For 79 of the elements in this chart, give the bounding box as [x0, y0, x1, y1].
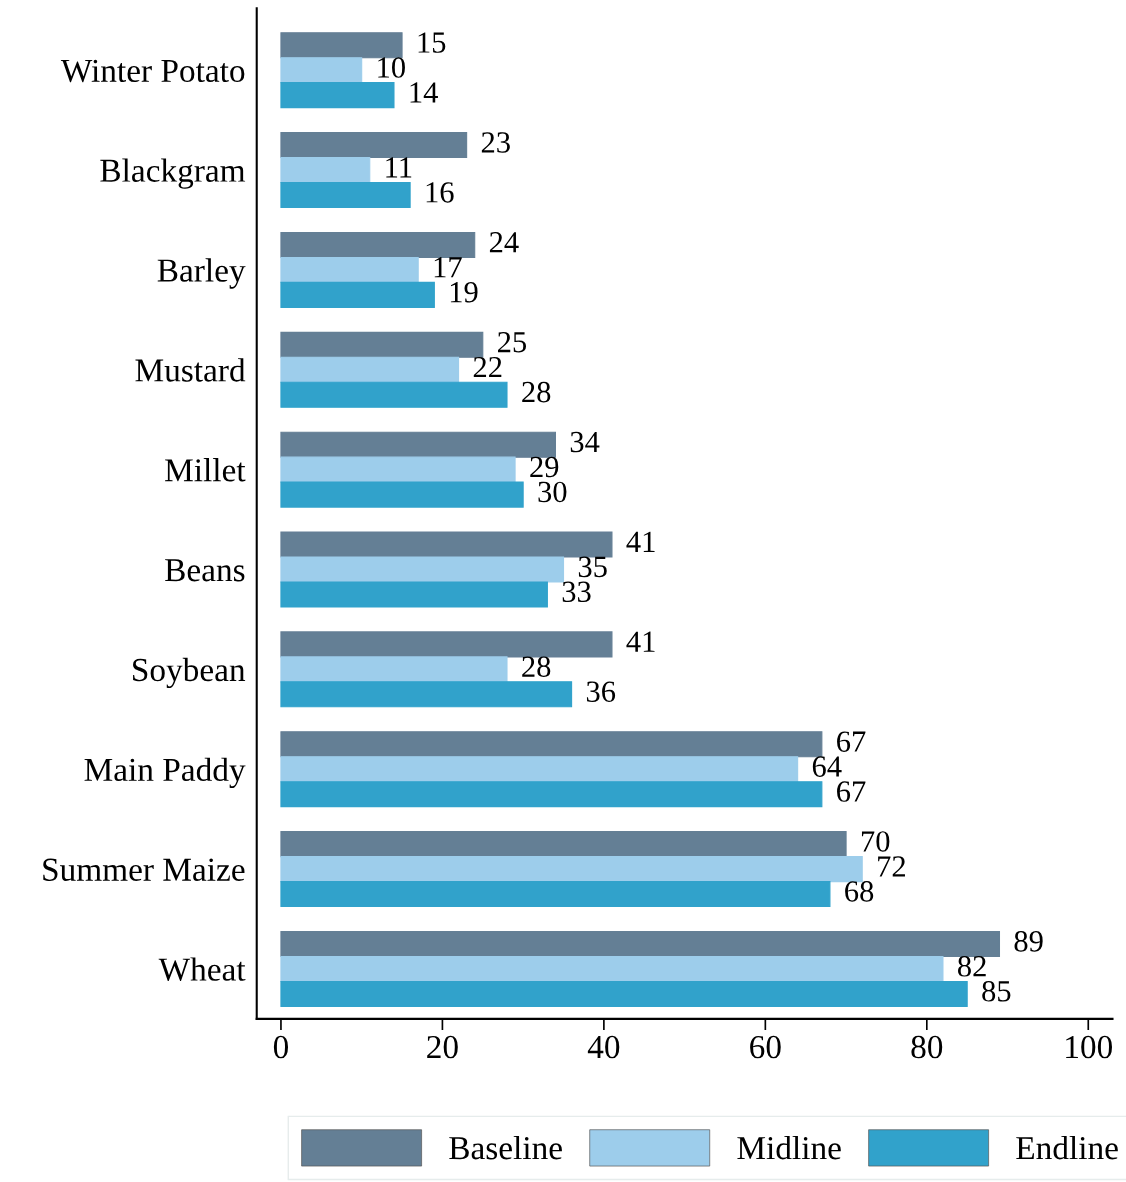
bar: [280, 32, 403, 59]
data-label: 70: [861, 831, 890, 852]
x-tick-label: 20: [427, 1035, 458, 1059]
data-label: 33: [562, 581, 591, 603]
bar: [280, 930, 1001, 958]
bar: [280, 157, 371, 184]
legend-label: Baseline: [449, 1135, 562, 1160]
y-tick-label: Barley: [157, 258, 246, 289]
bar: [280, 381, 508, 408]
bar: [280, 531, 613, 558]
y-tick-label: Soybean: [133, 657, 246, 689]
bar: [280, 82, 395, 109]
x-tick-label: 100: [1066, 1035, 1112, 1059]
bar: [280, 756, 799, 783]
data-label: 29: [530, 456, 559, 478]
data-label: 30: [538, 481, 567, 503]
bar: [280, 356, 460, 383]
bar: [280, 955, 944, 982]
y-tick-label: Beans: [165, 559, 245, 582]
data-label: 89: [1014, 931, 1043, 952]
data-label: 41: [626, 531, 655, 552]
data-label: 67: [837, 781, 866, 802]
data-label: 25: [498, 331, 527, 353]
bar: [280, 656, 508, 683]
data-label: 82: [958, 955, 986, 977]
data-label: 16: [426, 182, 454, 203]
x-tick-label: 0: [273, 1035, 289, 1059]
bar: [280, 431, 556, 458]
bar: [280, 581, 548, 608]
bar: [280, 881, 831, 908]
bar: [280, 481, 524, 508]
bar: [280, 681, 573, 708]
bar: [280, 631, 613, 658]
data-label: 41: [626, 631, 655, 652]
bar: [280, 980, 968, 1007]
y-tick-label: Blackgram: [100, 158, 246, 189]
bar: [280, 856, 863, 883]
data-label: 22: [473, 356, 502, 378]
bar: [280, 231, 476, 258]
data-label: 15: [418, 32, 446, 53]
data-label: 64: [812, 756, 842, 777]
data-label: 67: [837, 731, 866, 752]
data-label: 68: [845, 881, 874, 902]
data-label: 72: [878, 856, 905, 877]
y-tick-label: Millet: [165, 458, 246, 482]
y-tick-label: Main Paddy: [84, 757, 246, 788]
bar: [280, 181, 411, 209]
x-tick-label: 80: [911, 1035, 943, 1059]
data-label: 14: [410, 82, 438, 103]
data-label: 36: [586, 681, 616, 702]
data-label: 11: [386, 157, 412, 178]
bar: [280, 57, 363, 84]
legend-label: Midline: [737, 1135, 841, 1160]
data-label: 10: [378, 57, 405, 78]
bar: [280, 256, 419, 283]
data-label: 28: [522, 381, 551, 403]
data-label: 34: [570, 431, 600, 453]
legend-label: Endline: [1016, 1135, 1118, 1160]
y-tick-label: Summer Maize: [43, 858, 245, 881]
x-tick-label: 60: [750, 1035, 781, 1059]
x-tick-label: 40: [587, 1035, 620, 1059]
y-tick-label: Mustard: [135, 358, 246, 382]
data-label: 23: [481, 132, 510, 153]
bar: [280, 781, 823, 808]
bar: [280, 456, 516, 483]
bar: [280, 331, 484, 358]
data-label: 24: [489, 232, 519, 253]
data-label: 28: [522, 656, 551, 678]
bar: [280, 831, 847, 858]
data-label: 19: [450, 281, 478, 303]
data-label: 85: [982, 980, 1011, 1002]
bar: [280, 556, 565, 583]
y-tick-label: Winter Potato: [60, 59, 245, 83]
bar: [280, 132, 468, 159]
data-label: 35: [578, 556, 607, 578]
bar: [280, 731, 823, 758]
data-label: 17: [434, 257, 462, 278]
bar: [280, 281, 435, 308]
y-tick-label: Wheat: [158, 957, 246, 982]
